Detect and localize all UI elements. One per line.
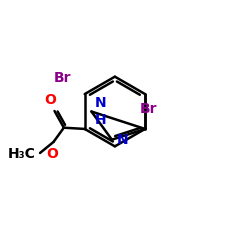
Text: O: O	[44, 93, 56, 107]
Text: Br: Br	[140, 102, 158, 116]
Text: O: O	[46, 147, 58, 161]
Text: H₃C: H₃C	[8, 147, 36, 161]
Text: Br: Br	[54, 72, 71, 86]
Text: N
H: N H	[94, 96, 106, 126]
Text: N: N	[116, 133, 128, 147]
